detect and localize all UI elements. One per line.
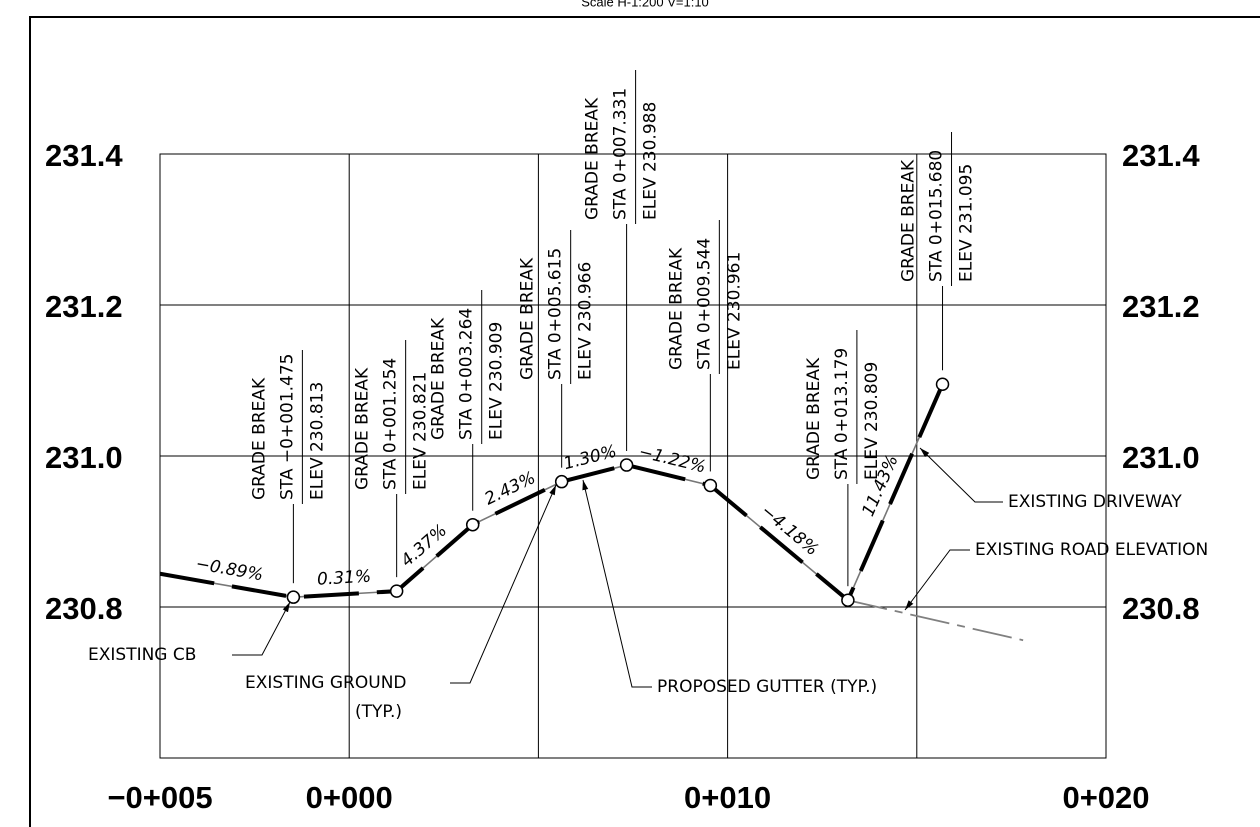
y-tick-label: 231.2 xyxy=(45,289,123,324)
grade-break-text: GRADE BREAK xyxy=(429,317,449,440)
grade-break-text: STA 0+001.254 xyxy=(381,358,401,490)
scale-title: Scale H-1:200 V=1:10 xyxy=(581,0,709,9)
grade-break-text: GRADE BREAK xyxy=(518,257,538,380)
callout-text: EXISTING ROAD ELEVATION xyxy=(975,540,1208,560)
y-tick-label-right: 231.0 xyxy=(1122,440,1200,475)
callout-leader xyxy=(232,601,291,656)
x-tick-label: 0+000 xyxy=(306,780,393,815)
callout-leader xyxy=(904,549,970,611)
callout-text: (TYP.) xyxy=(355,702,402,722)
grade-break-point xyxy=(465,517,480,532)
grade-break-text: ELEV 230.961 xyxy=(724,252,744,370)
grade-break-point xyxy=(841,593,855,607)
grade-break-text: GRADE BREAK xyxy=(353,367,373,490)
grade-break-text: GRADE BREAK xyxy=(666,247,686,370)
grade-break-text: ELEV 230.813 xyxy=(307,382,327,500)
grade-break-point xyxy=(619,458,634,472)
existing-road-line xyxy=(847,599,1024,642)
y-tick-label: 231.4 xyxy=(45,138,123,173)
callout-leader xyxy=(919,447,1003,503)
grade-break-text: STA 0+009.544 xyxy=(694,238,714,370)
grade-break-point xyxy=(935,377,950,392)
callout-text: EXISTING CB xyxy=(88,645,196,665)
x-tick-label: −0+005 xyxy=(107,780,212,815)
grade-break-text: ELEV 230.909 xyxy=(487,322,507,440)
callout-leader xyxy=(582,479,652,688)
grade-break-text: ELEV 230.966 xyxy=(576,262,596,380)
grade-label: 0.31% xyxy=(317,567,372,590)
y-tick-label-right: 230.8 xyxy=(1122,591,1200,626)
callout-text: EXISTING GROUND xyxy=(245,673,407,693)
grade-break-text: GRADE BREAK xyxy=(899,159,919,282)
grade-break-text: GRADE BREAK xyxy=(249,377,269,500)
grade-break-text: ELEV 230.821 xyxy=(411,372,431,490)
grade-break-text: STA 0+013.179 xyxy=(832,348,852,480)
grade-break-point xyxy=(286,590,301,604)
grade-break-text: STA 0+015.680 xyxy=(927,150,947,282)
grade-break-text: ELEV 230.988 xyxy=(641,102,661,220)
grade-break-text: STA 0+005.615 xyxy=(546,248,566,380)
grade-break-text: STA 0+007.331 xyxy=(611,88,631,220)
x-tick-label: 0+020 xyxy=(1062,780,1149,815)
grade-break-text: STA −0+001.475 xyxy=(277,354,297,501)
grade-break-text: ELEV 231.095 xyxy=(957,164,977,282)
y-tick-label: 230.8 xyxy=(45,591,123,626)
y-tick-label: 231.0 xyxy=(45,440,123,475)
y-tick-label-right: 231.2 xyxy=(1122,289,1200,324)
sheet-frame xyxy=(29,16,1260,827)
grade-break-point xyxy=(703,478,718,493)
grade-break-text: GRADE BREAK xyxy=(804,357,824,480)
callout-text: EXISTING DRIVEWAY xyxy=(1008,492,1182,512)
y-tick-label-right: 231.4 xyxy=(1122,138,1200,173)
grade-break-text: GRADE BREAK xyxy=(583,97,603,220)
grade-break-point xyxy=(554,474,569,489)
callout-leader xyxy=(450,484,557,684)
callout-text: PROPOSED GUTTER (TYP.) xyxy=(657,677,877,697)
x-tick-label: 0+010 xyxy=(684,780,771,815)
grade-break-text: ELEV 230.809 xyxy=(862,362,882,480)
grade-break-point xyxy=(389,584,404,598)
grade-break-text: STA 0+003.264 xyxy=(457,308,477,440)
